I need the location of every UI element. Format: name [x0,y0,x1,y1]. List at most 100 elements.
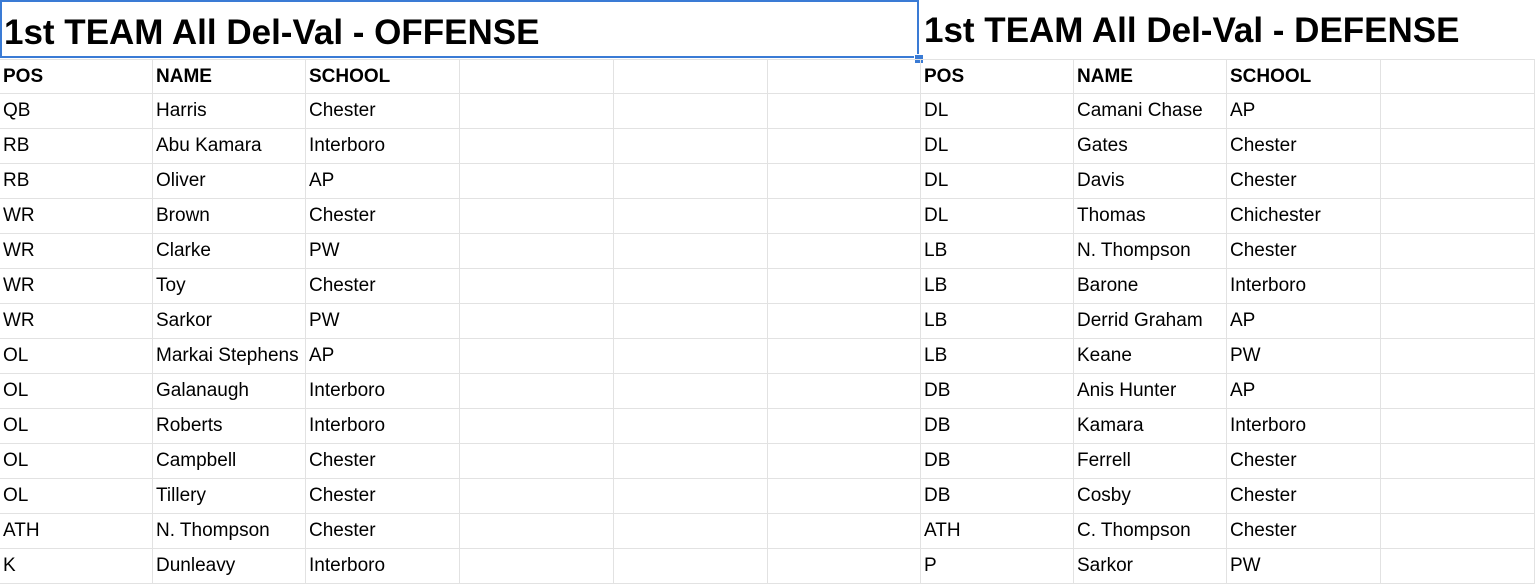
cell-name[interactable]: Harris [153,94,306,128]
empty-cell[interactable] [768,479,921,513]
cell-pos[interactable]: ATH [0,514,153,548]
cell-school[interactable]: Chester [1227,164,1381,198]
header-cell-pos[interactable]: POS [921,60,1074,94]
cell-school[interactable]: Chester [306,199,460,233]
cell-pos[interactable]: DL [921,129,1074,163]
empty-cell[interactable] [768,164,921,198]
cell-name[interactable]: Gates [1074,129,1227,163]
header-cell-name[interactable]: NAME [153,60,306,94]
cell-pos[interactable]: P [921,549,1074,583]
cell-school[interactable]: AP [1227,94,1381,128]
cell-pos[interactable]: OL [0,374,153,408]
empty-cell[interactable] [460,234,614,268]
empty-cell[interactable] [768,444,921,478]
cell-name[interactable]: Toy [153,269,306,303]
cell-school[interactable]: AP [1227,304,1381,338]
header-cell-name[interactable]: NAME [1074,60,1227,94]
cell-name[interactable]: Sarkor [153,304,306,338]
cell-pos[interactable]: RB [0,164,153,198]
empty-cell[interactable] [768,549,921,583]
empty-cell[interactable] [614,339,768,373]
empty-cell[interactable] [614,164,768,198]
cell-pos[interactable]: QB [0,94,153,128]
empty-cell[interactable] [460,444,614,478]
header-cell-school[interactable]: SCHOOL [306,60,460,94]
cell-name[interactable]: Brown [153,199,306,233]
cell-school[interactable]: Chester [306,479,460,513]
cell-school[interactable]: Interboro [306,129,460,163]
cell-school[interactable]: Chester [306,514,460,548]
empty-cell[interactable] [1381,304,1535,338]
empty-cell[interactable] [460,514,614,548]
cell-school[interactable]: Interboro [306,409,460,443]
cell-name[interactable]: C. Thompson [1074,514,1227,548]
cell-school[interactable]: PW [306,234,460,268]
defense-title-cell[interactable]: 1st TEAM All Del-Val - DEFENSE [922,0,1536,58]
cell-school[interactable]: PW [1227,549,1381,583]
empty-cell[interactable] [460,164,614,198]
cell-school[interactable]: AP [306,164,460,198]
cell-pos[interactable]: LB [921,269,1074,303]
cell-school[interactable]: Interboro [306,374,460,408]
cell-name[interactable]: Anis Hunter [1074,374,1227,408]
cell-pos[interactable]: OL [0,444,153,478]
empty-cell[interactable] [460,409,614,443]
empty-cell[interactable] [614,234,768,268]
empty-cell[interactable] [460,129,614,163]
empty-cell[interactable] [1381,409,1535,443]
empty-cell[interactable] [1381,444,1535,478]
empty-cell[interactable] [1381,164,1535,198]
cell-school[interactable]: Interboro [1227,409,1381,443]
cell-pos[interactable]: OL [0,409,153,443]
empty-cell[interactable] [460,60,614,94]
cell-name[interactable]: Kamara [1074,409,1227,443]
offense-title-cell[interactable]: 1st TEAM All Del-Val - OFFENSE [0,0,919,58]
cell-pos[interactable]: DL [921,94,1074,128]
cell-school[interactable]: Chester [1227,234,1381,268]
cell-pos[interactable]: OL [0,479,153,513]
cell-name[interactable]: Dunleavy [153,549,306,583]
empty-cell[interactable] [1381,60,1535,94]
cell-name[interactable]: Abu Kamara [153,129,306,163]
empty-cell[interactable] [1381,94,1535,128]
empty-cell[interactable] [460,199,614,233]
empty-cell[interactable] [614,94,768,128]
cell-school[interactable]: AP [1227,374,1381,408]
empty-cell[interactable] [1381,269,1535,303]
cell-school[interactable]: Chester [306,269,460,303]
cell-school[interactable]: PW [1227,339,1381,373]
cell-pos[interactable]: WR [0,199,153,233]
cell-pos[interactable]: ATH [921,514,1074,548]
cell-pos[interactable]: WR [0,304,153,338]
empty-cell[interactable] [614,374,768,408]
empty-cell[interactable] [1381,339,1535,373]
empty-cell[interactable] [1381,374,1535,408]
cell-pos[interactable]: DB [921,444,1074,478]
cell-pos[interactable]: WR [0,234,153,268]
cell-school[interactable]: Chester [1227,479,1381,513]
empty-cell[interactable] [1381,234,1535,268]
empty-cell[interactable] [768,94,921,128]
empty-cell[interactable] [614,479,768,513]
cell-school[interactable]: Chester [1227,444,1381,478]
cell-pos[interactable]: RB [0,129,153,163]
empty-cell[interactable] [768,514,921,548]
cell-pos[interactable]: DB [921,374,1074,408]
empty-cell[interactable] [768,234,921,268]
empty-cell[interactable] [768,269,921,303]
cell-name[interactable]: Campbell [153,444,306,478]
empty-cell[interactable] [768,199,921,233]
empty-cell[interactable] [614,444,768,478]
empty-cell[interactable] [768,374,921,408]
empty-cell[interactable] [460,269,614,303]
cell-name[interactable]: Davis [1074,164,1227,198]
cell-school[interactable]: Chichester [1227,199,1381,233]
cell-pos[interactable]: LB [921,304,1074,338]
empty-cell[interactable] [614,514,768,548]
cell-pos[interactable]: LB [921,339,1074,373]
cell-school[interactable]: Chester [306,444,460,478]
empty-cell[interactable] [768,409,921,443]
cell-pos[interactable]: DL [921,164,1074,198]
cell-pos[interactable]: DL [921,199,1074,233]
cell-name[interactable]: Tillery [153,479,306,513]
